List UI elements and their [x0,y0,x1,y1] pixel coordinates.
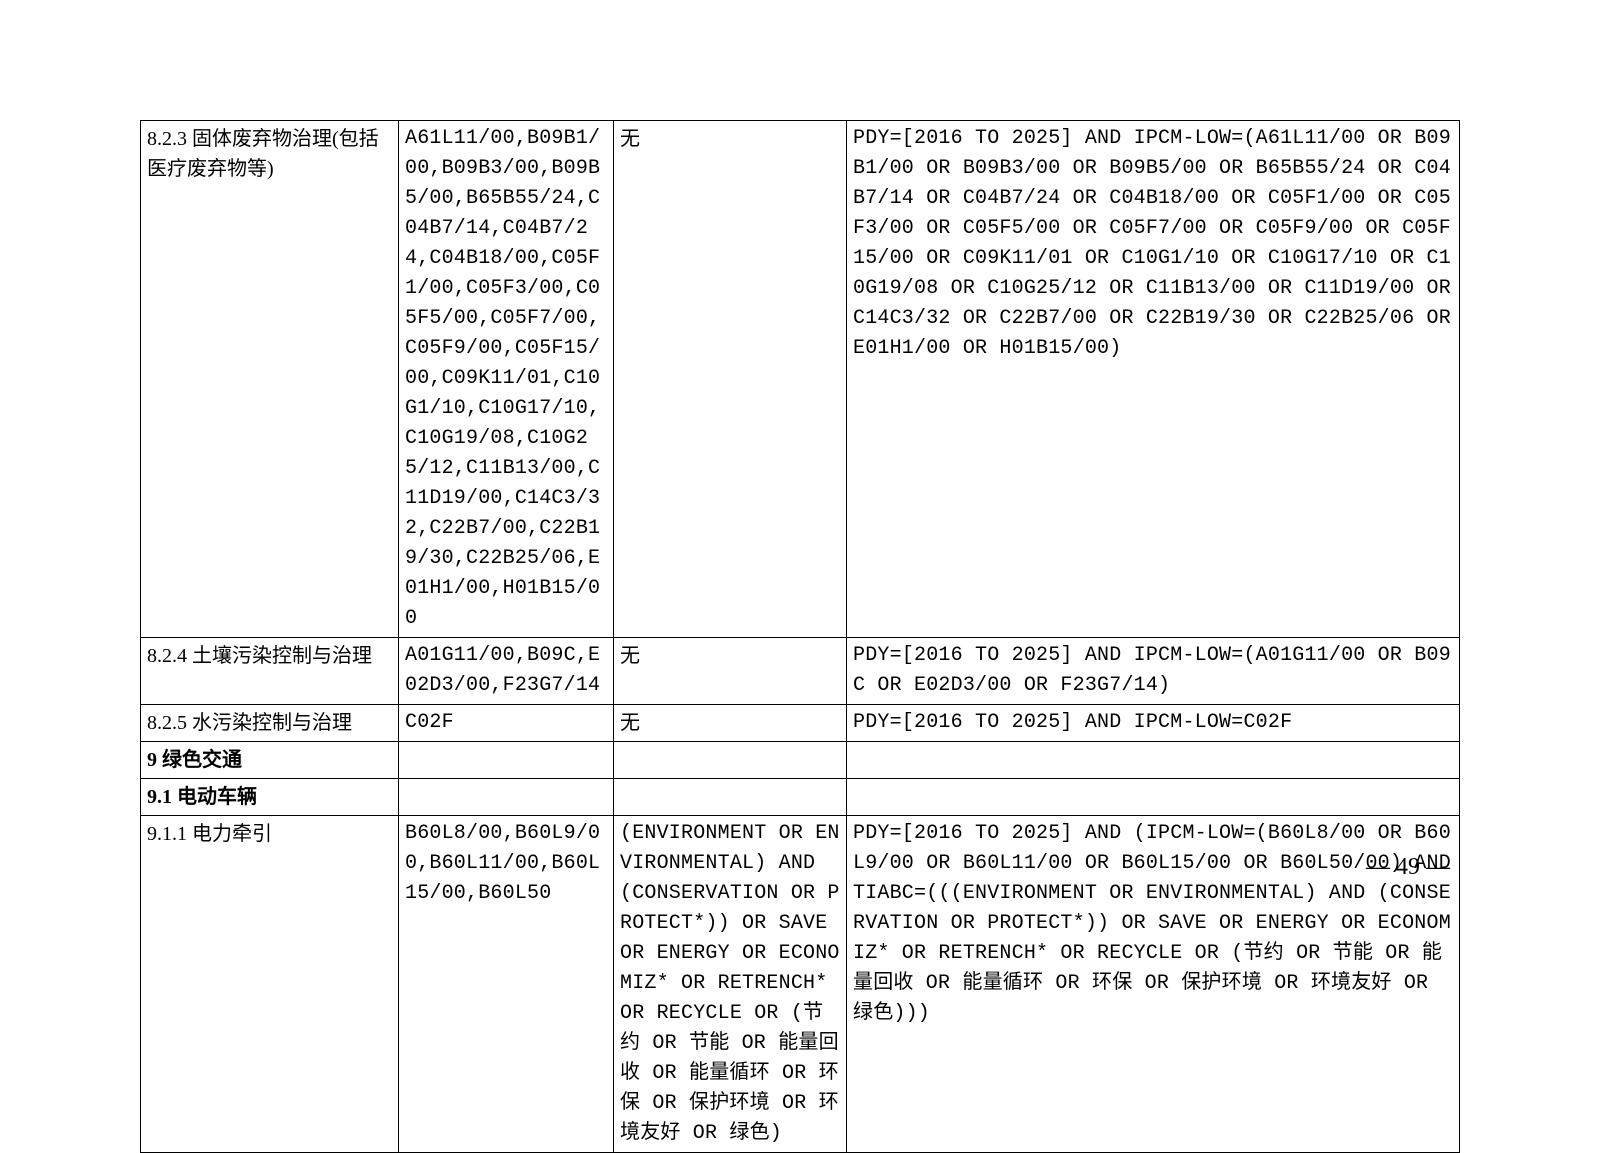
cell-category: 8.2.3 固体废弃物治理(包括医疗废弃物等) [141,121,399,638]
cell-ipc-codes [399,742,614,779]
cell-query: PDY=[2016 TO 2025] AND IPCM-LOW=(A01G11/… [847,638,1460,705]
cell-keywords [614,742,847,779]
document-page: 8.2.3 固体废弃物治理(包括医疗废弃物等) A61L11/00,B09B1/… [0,0,1600,1131]
cell-ipc-codes: A61L11/00,B09B1/00,B09B3/00,B09B5/00,B65… [399,121,614,638]
cell-query: PDY=[2016 TO 2025] AND IPCM-LOW=C02F [847,705,1460,742]
cell-keywords [614,779,847,816]
cell-keywords: 无 [614,705,847,742]
page-number: — 49 — [1366,854,1450,881]
cell-keywords: 无 [614,638,847,705]
cell-ipc-codes: A01G11/00,B09C,E02D3/00,F23G7/14 [399,638,614,705]
cell-keywords: 无 [614,121,847,638]
cell-ipc-codes: C02F [399,705,614,742]
table-row: 9.1 电动车辆 [141,779,1460,816]
cell-keywords: (ENVIRONMENT OR ENVIRONMENTAL) AND (CONS… [614,816,847,1153]
table-row: 8.2.3 固体废弃物治理(包括医疗废弃物等) A61L11/00,B09B1/… [141,121,1460,638]
table-row: 9.1.1 电力牵引 B60L8/00,B60L9/00,B60L11/00,B… [141,816,1460,1153]
cell-category: 9 绿色交通 [141,742,399,779]
table-row: 8.2.5 水污染控制与治理 C02F 无 PDY=[2016 TO 2025]… [141,705,1460,742]
table-row: 8.2.4 土壤污染控制与治理 A01G11/00,B09C,E02D3/00,… [141,638,1460,705]
table-row: 9 绿色交通 [141,742,1460,779]
classification-table: 8.2.3 固体废弃物治理(包括医疗废弃物等) A61L11/00,B09B1/… [140,120,1460,1153]
cell-query [847,742,1460,779]
cell-category: 8.2.4 土壤污染控制与治理 [141,638,399,705]
cell-query [847,779,1460,816]
cell-category: 9.1.1 电力牵引 [141,816,399,1153]
cell-ipc-codes: B60L8/00,B60L9/00,B60L11/00,B60L15/00,B6… [399,816,614,1153]
cell-category: 9.1 电动车辆 [141,779,399,816]
cell-category: 8.2.5 水污染控制与治理 [141,705,399,742]
cell-query: PDY=[2016 TO 2025] AND IPCM-LOW=(A61L11/… [847,121,1460,638]
cell-ipc-codes [399,779,614,816]
